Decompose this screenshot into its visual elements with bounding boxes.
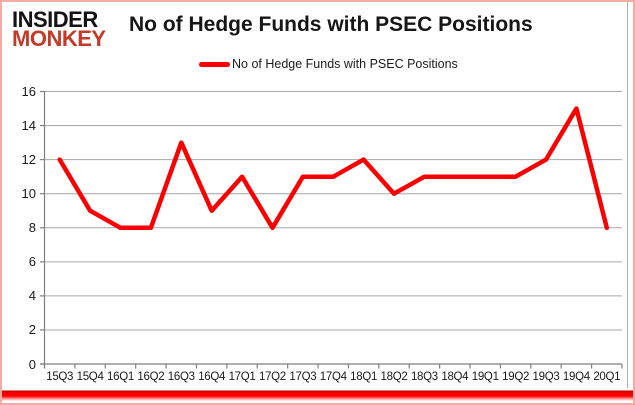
legend-line-swatch <box>199 61 230 67</box>
x-tick-label-17Q2: 17Q2 <box>258 371 286 383</box>
legend-label: No of Hedge Funds with PSEC Positions <box>232 57 458 71</box>
y-tick-label-12: 12 <box>21 152 36 168</box>
x-tick-label-17Q4: 17Q4 <box>319 371 347 383</box>
y-tick-label-14: 14 <box>21 118 36 134</box>
logo-text-monkey: MONKEY <box>12 26 106 51</box>
chart-title: No of Hedge Funds with PSEC Positions <box>129 13 533 36</box>
x-tick-label-18Q1: 18Q1 <box>350 371 378 383</box>
y-tick-label-6: 6 <box>28 254 36 270</box>
x-tick-label-17Q1: 17Q1 <box>228 371 256 383</box>
x-tick-label-17Q3: 17Q3 <box>289 371 317 383</box>
logo-text-insider: INSIDER <box>12 7 98 32</box>
legend: No of Hedge Funds with PSEC Positions <box>199 57 458 71</box>
red-bottom-strip <box>2 388 633 401</box>
x-tick-label-16Q2: 16Q2 <box>137 371 165 383</box>
x-tick-label-19Q4: 19Q4 <box>562 371 590 383</box>
plot-right-border <box>627 2 628 388</box>
y-tick-label-16: 16 <box>21 84 36 99</box>
x-tick-label-19Q3: 19Q3 <box>532 371 560 383</box>
x-tick-label-19Q1: 19Q1 <box>471 371 499 383</box>
y-tick-label-2: 2 <box>28 322 36 338</box>
insider-monkey-logo: INSIDER MONKEY <box>12 7 106 51</box>
x-tick-label-15Q3: 15Q3 <box>46 371 74 383</box>
y-tick-label-8: 8 <box>28 220 36 236</box>
x-tick-label-18Q2: 18Q2 <box>380 371 408 383</box>
x-tick-label-16Q4: 16Q4 <box>198 371 226 383</box>
x-tick-label-20Q1: 20Q1 <box>593 371 621 383</box>
x-tick-label-16Q3: 16Q3 <box>167 371 195 383</box>
x-tick-label-16Q1: 16Q1 <box>107 371 134 383</box>
data-line-hedge-funds <box>57 106 610 231</box>
x-tick-label-15Q4: 15Q4 <box>76 371 104 383</box>
y-tick-label-0: 0 <box>28 356 36 372</box>
y-tick-label-4: 4 <box>28 288 36 304</box>
x-tick-label-18Q3: 18Q3 <box>410 371 438 383</box>
x-tick-label-18Q4: 18Q4 <box>441 371 469 383</box>
y-tick-label-10: 10 <box>21 186 36 202</box>
x-tick-label-19Q2: 19Q2 <box>502 371 530 383</box>
